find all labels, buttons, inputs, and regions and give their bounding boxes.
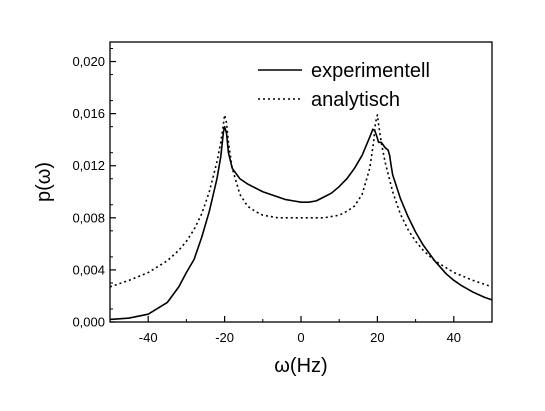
axis-tick-labels: -40 -20 0 20 40 0,000 0,004 0,008 0,012 0,016 0,02… bbox=[72, 54, 461, 345]
plot-frame bbox=[109, 41, 493, 323]
legend: experimentell analytisch bbox=[258, 60, 430, 111]
axis-ticks bbox=[109, 48, 493, 323]
y-tick-label: 0,000 bbox=[72, 315, 105, 330]
legend-label-analytisch: analytisch bbox=[311, 89, 400, 111]
y-tick-label: 0,004 bbox=[72, 262, 105, 277]
y-tick-label: 0,020 bbox=[72, 54, 105, 69]
x-tick-label: -20 bbox=[215, 330, 234, 345]
y-axis-title: p(ω) bbox=[33, 162, 55, 202]
legend-label-experimentell: experimentell bbox=[311, 60, 430, 82]
x-tick-label: 20 bbox=[370, 330, 384, 345]
series-line-experimentell bbox=[109, 125, 493, 321]
series-line-analytisch bbox=[109, 114, 493, 288]
x-tick-label: 40 bbox=[447, 330, 461, 345]
y-tick-label: 0,008 bbox=[72, 210, 105, 225]
x-tick-label: 0 bbox=[297, 330, 304, 345]
y-tick-label: 0,012 bbox=[72, 158, 105, 173]
x-axis-title: ω(Hz) bbox=[274, 355, 327, 377]
y-tick-label: 0,016 bbox=[72, 106, 105, 121]
x-tick-label: -40 bbox=[139, 330, 158, 345]
series-lines bbox=[109, 114, 493, 321]
